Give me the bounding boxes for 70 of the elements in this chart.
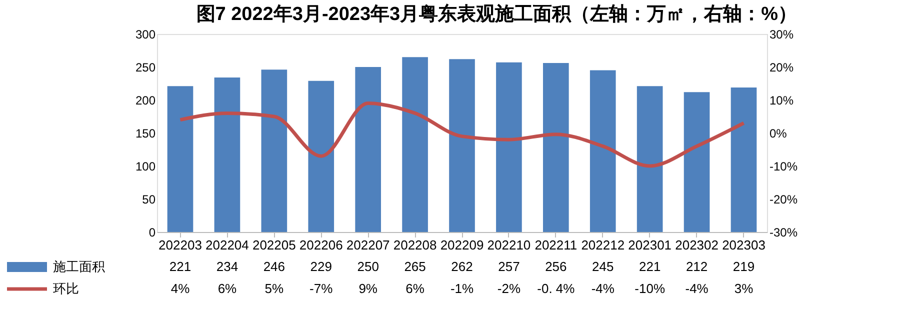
bar [590,70,616,232]
y-tick-label: 150 [135,126,156,140]
x-tick-label: 202206 [299,238,343,252]
x-tick-label: 202205 [252,238,296,252]
x-tick-label: 202204 [206,238,249,252]
bar [684,92,710,232]
data-label: 246 [263,259,286,274]
legend-label: 环比 [53,281,79,296]
bar [496,62,522,232]
bar [167,86,194,232]
bar [214,78,240,232]
data-label: -4% [685,281,709,296]
data-label: 4% [170,281,190,296]
y2-tick-label: -20% [770,192,798,206]
bar [308,80,334,232]
data-label: 3% [734,281,754,296]
data-label: 219 [732,259,755,274]
bar [730,87,757,232]
data-label: -1% [450,281,474,296]
bar [355,67,381,232]
y-tick-label: 0 [148,226,156,240]
x-tick-label: 202211 [534,238,578,252]
x-tick-label: 202209 [440,238,484,252]
x-tick-label: 202208 [393,238,437,252]
x-tick-label: 202210 [487,238,531,252]
data-label: 5% [264,281,284,296]
data-label: 221 [638,259,661,274]
y2-tick-label: 30% [770,28,794,42]
legend-label: 施工面积 [53,259,105,274]
data-label: 256 [545,259,567,274]
y-tick-label: 250 [135,60,156,74]
data-label: 6% [406,281,425,296]
bar [261,70,288,232]
x-tick-label: 202212 [581,238,625,252]
data-label: 212 [686,259,708,274]
data-label: -0. 4% [537,281,576,296]
line-series [178,102,746,168]
data-label: -7% [310,281,334,296]
x-tick-label: 202303 [722,238,766,252]
y-tick-label: 50 [142,192,156,206]
y2-tick-label: 0% [770,126,788,140]
x-tick-label: 202207 [346,238,390,252]
data-label: 6% [218,281,238,296]
data-label: -2% [497,281,521,296]
data-label: -4% [591,281,615,296]
y2-tick-label: -10% [770,160,798,174]
bar [402,57,428,232]
y-tick-label: 100 [135,160,156,174]
y-tick-label: 200 [135,94,156,108]
data-label: 250 [357,259,379,274]
x-tick-label: 202302 [675,238,718,252]
x-tick-label: 202203 [158,238,202,252]
data-label: 265 [404,259,426,274]
y-tick-label: 300 [135,28,156,42]
data-label: 9% [358,281,378,296]
y2-tick-label: 20% [770,60,794,74]
data-label: 234 [216,259,238,274]
bar [543,63,569,232]
bar [636,86,663,232]
y2-tick-label: 10% [770,94,794,108]
data-label: 221 [169,259,192,274]
chart-title: 图7 2022年3月-2023年3月粤东表观施工面积（左轴：万㎡，右轴：%） [196,3,798,25]
y2-tick-label: -30% [770,226,798,240]
x-tick-label: 202301 [628,238,672,252]
data-label: 262 [451,259,473,274]
data-label: 229 [310,259,332,274]
bar [449,59,475,232]
data-label: 245 [592,259,614,274]
data-label: 257 [498,259,520,274]
data-label: -10% [634,281,666,296]
